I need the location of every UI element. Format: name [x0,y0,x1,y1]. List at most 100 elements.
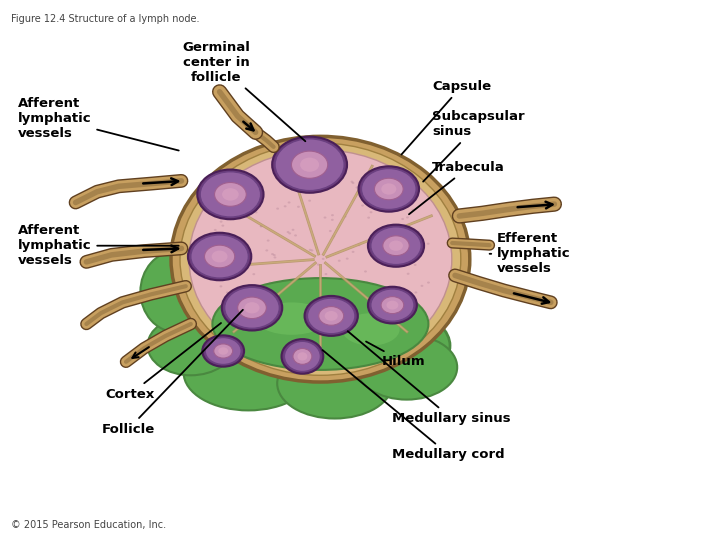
Ellipse shape [171,136,469,382]
Text: Efferent
lymphatic
vessels: Efferent lymphatic vessels [490,232,570,275]
Ellipse shape [368,225,424,267]
Ellipse shape [269,282,271,284]
Ellipse shape [222,188,239,201]
Ellipse shape [280,170,283,172]
Text: Capsule: Capsule [402,80,491,154]
Ellipse shape [392,227,395,230]
Ellipse shape [212,278,428,370]
Ellipse shape [191,235,248,278]
Ellipse shape [226,214,229,217]
Ellipse shape [287,201,290,204]
Ellipse shape [300,310,302,312]
Ellipse shape [261,310,264,313]
Ellipse shape [371,312,374,314]
Ellipse shape [343,172,346,174]
Ellipse shape [380,206,383,208]
Ellipse shape [374,177,377,179]
Ellipse shape [346,258,348,260]
Ellipse shape [215,183,246,206]
Ellipse shape [300,158,319,172]
Ellipse shape [246,255,248,258]
Ellipse shape [322,314,325,316]
Text: Trabecula: Trabecula [409,161,505,214]
Ellipse shape [401,218,404,220]
Ellipse shape [225,287,279,328]
Ellipse shape [238,246,241,248]
Ellipse shape [204,245,235,268]
Ellipse shape [351,182,354,184]
Ellipse shape [318,299,321,301]
Ellipse shape [140,251,212,332]
Ellipse shape [200,172,261,217]
Ellipse shape [274,256,276,259]
Ellipse shape [427,242,430,245]
Ellipse shape [391,305,394,307]
Ellipse shape [218,347,228,355]
Ellipse shape [406,217,409,219]
Ellipse shape [351,251,354,253]
Ellipse shape [349,343,352,346]
Ellipse shape [386,320,389,322]
Ellipse shape [235,309,238,312]
Ellipse shape [329,230,332,232]
Ellipse shape [292,151,328,178]
Ellipse shape [214,229,217,231]
Ellipse shape [268,328,271,330]
Ellipse shape [371,227,421,265]
Ellipse shape [415,292,418,294]
Ellipse shape [214,344,233,358]
Ellipse shape [225,218,228,220]
Ellipse shape [205,338,241,364]
Ellipse shape [371,289,414,321]
Ellipse shape [398,287,401,289]
Ellipse shape [197,170,264,219]
Ellipse shape [309,249,312,251]
Ellipse shape [305,296,358,336]
Ellipse shape [239,272,242,274]
Ellipse shape [231,254,234,256]
Ellipse shape [271,253,274,255]
Text: Medullary cord: Medullary cord [323,350,505,461]
Ellipse shape [400,287,402,289]
Ellipse shape [343,215,346,218]
Ellipse shape [381,296,404,314]
Ellipse shape [346,332,349,334]
Ellipse shape [245,302,259,313]
Ellipse shape [367,217,370,219]
Ellipse shape [361,205,364,207]
Ellipse shape [400,317,403,319]
Ellipse shape [331,219,334,221]
Text: Germinal
center in
follicle: Germinal center in follicle [182,40,305,141]
Ellipse shape [289,341,292,343]
Ellipse shape [354,325,357,327]
Ellipse shape [268,286,271,288]
Ellipse shape [317,264,320,266]
Ellipse shape [273,294,276,296]
Ellipse shape [238,297,266,319]
Ellipse shape [356,315,359,317]
Ellipse shape [191,292,450,400]
Ellipse shape [380,195,383,197]
Ellipse shape [222,285,282,330]
Ellipse shape [292,229,294,231]
Ellipse shape [385,259,388,261]
Ellipse shape [427,281,430,284]
Ellipse shape [266,325,269,327]
Ellipse shape [420,285,423,287]
Ellipse shape [358,303,361,306]
Text: Figure 12.4 Structure of a lymph node.: Figure 12.4 Structure of a lymph node. [11,14,199,24]
Ellipse shape [210,252,212,254]
Ellipse shape [356,335,457,400]
Ellipse shape [382,184,396,194]
Ellipse shape [385,316,388,319]
Ellipse shape [332,235,335,238]
Ellipse shape [417,231,420,233]
Ellipse shape [407,273,410,275]
Ellipse shape [307,298,355,334]
Text: © 2015 Pearson Education, Inc.: © 2015 Pearson Education, Inc. [11,520,166,530]
Ellipse shape [389,240,403,251]
Ellipse shape [308,200,311,202]
Ellipse shape [297,352,307,361]
Ellipse shape [414,264,417,266]
Ellipse shape [374,178,403,200]
